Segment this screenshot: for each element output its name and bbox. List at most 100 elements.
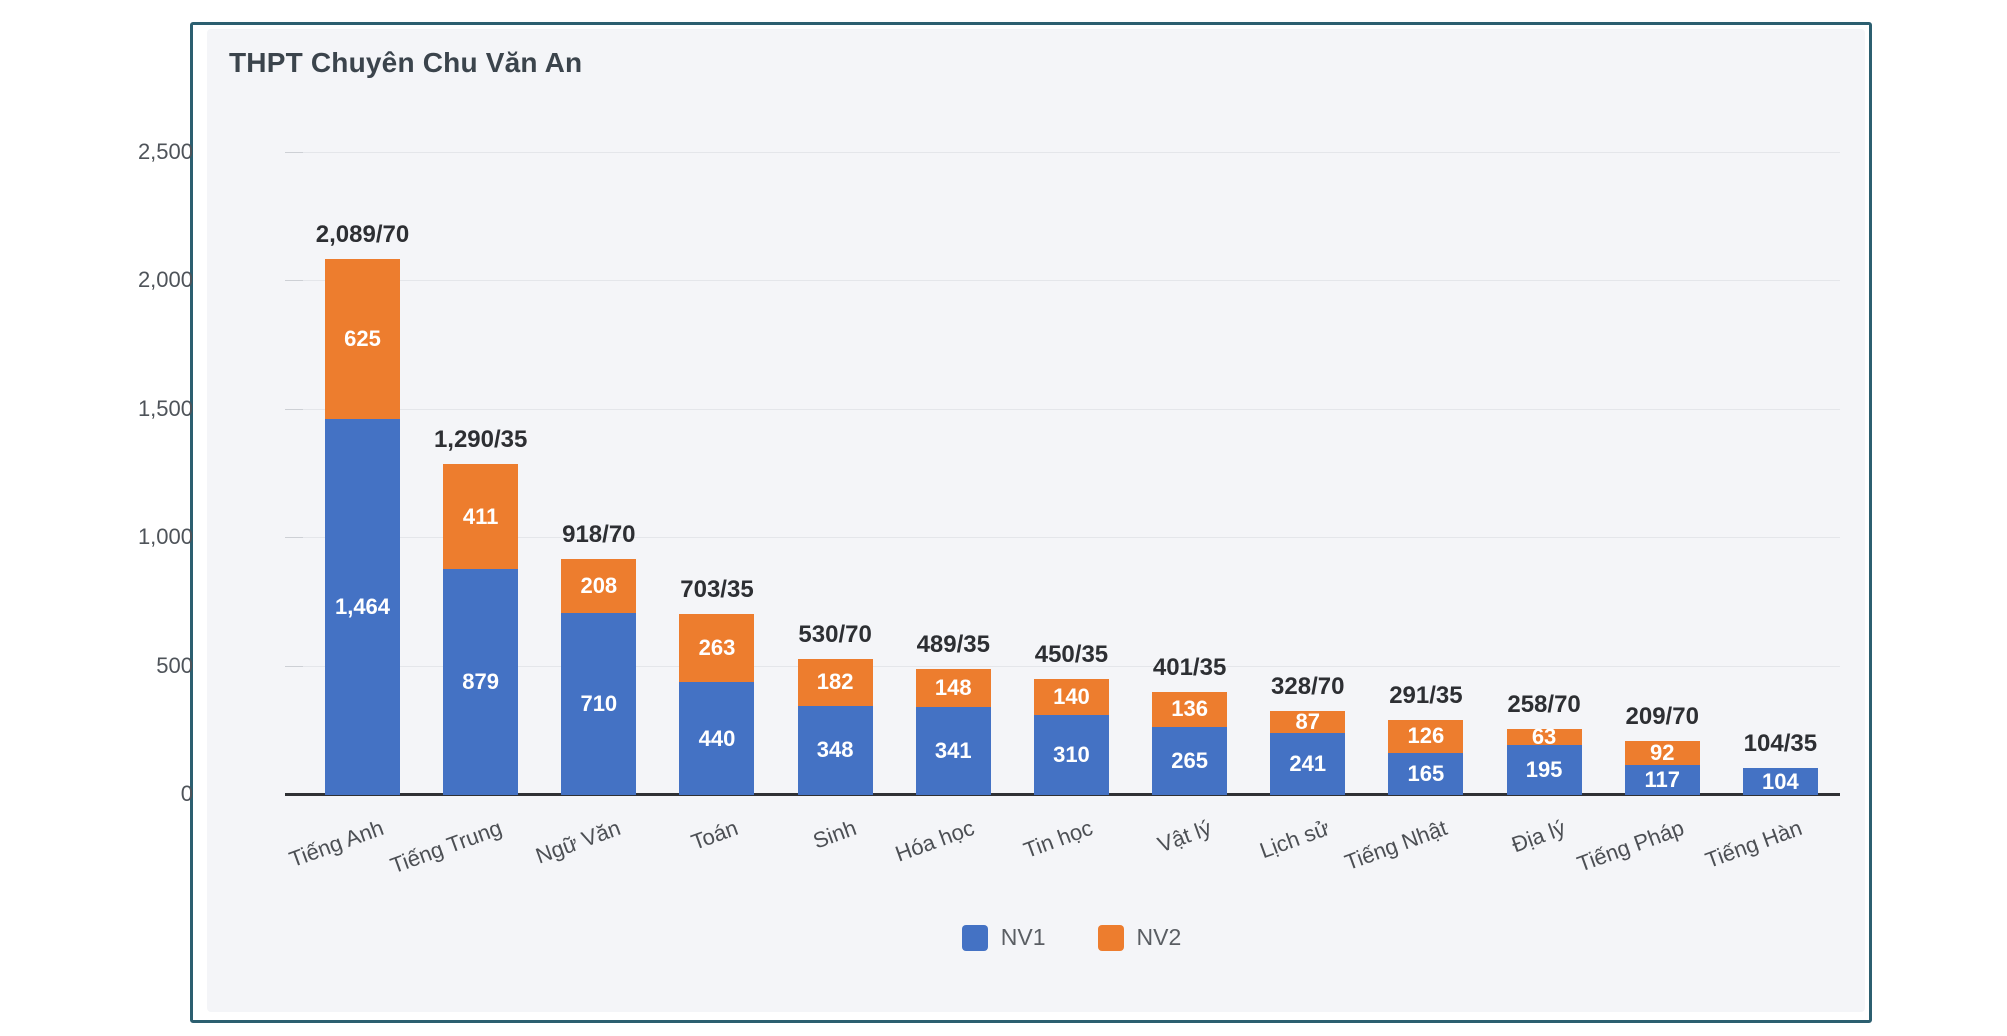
nv1-segment[interactable]: 241 bbox=[1270, 733, 1346, 795]
nv2-segment[interactable]: 87 bbox=[1270, 708, 1346, 734]
y-axis-tick-label: 1,000 bbox=[137, 524, 193, 550]
y-axis: 0 500 1,000 1,500 2,000 2,500 bbox=[97, 139, 197, 806]
legend-label-nv1: NV1 bbox=[1000, 924, 1046, 950]
nv2-value-label: 63 bbox=[1531, 723, 1557, 749]
bar-total-label: 2,089/70 bbox=[315, 220, 410, 248]
x-axis-tick-label: Hóa học bbox=[892, 815, 978, 867]
legend-item-nv1[interactable]: NV1 bbox=[961, 924, 1046, 951]
x-axis-tick: Địa lý bbox=[1507, 795, 1582, 905]
nv2-segment[interactable]: 136 bbox=[1152, 692, 1228, 727]
y-axis-tick-label: 2,000 bbox=[137, 267, 193, 293]
nv2-value-label: 87 bbox=[1295, 708, 1320, 734]
nv1-value-label: 710 bbox=[580, 690, 618, 716]
x-axis-tick-label: Tiếng Pháp bbox=[1573, 815, 1687, 877]
chart-card: THPT Chuyên Chu Văn An 0 500 1,000 1,500 2,0… bbox=[138, 22, 1872, 1023]
nv1-segment[interactable]: 348 bbox=[797, 705, 873, 795]
x-axis-tick-label: Sinh bbox=[809, 815, 860, 854]
bar-group: 209/70 92 117 bbox=[1624, 153, 1700, 795]
bar-group: 104/35 104 bbox=[1742, 153, 1818, 795]
bar-stack: 328/70 87 241 bbox=[1270, 673, 1346, 795]
nv2-value-label: 263 bbox=[698, 635, 736, 661]
nv1-segment[interactable]: 104 bbox=[1742, 768, 1818, 795]
x-axis-tick-label: Tiếng Nhật bbox=[1341, 815, 1451, 876]
bar-group: 258/70 63 195 bbox=[1506, 153, 1582, 795]
y-axis-tick-label: 2,500 bbox=[137, 139, 193, 164]
bar-total-label: 530/70 bbox=[798, 620, 872, 648]
x-axis-tick: Vật lý bbox=[1152, 795, 1227, 905]
bar-stack: 209/70 92 117 bbox=[1624, 703, 1700, 795]
x-axis-tick-label: Tiếng Hàn bbox=[1701, 815, 1805, 873]
nv1-segment[interactable]: 310 bbox=[1033, 715, 1109, 795]
nv1-value-label: 104 bbox=[1762, 768, 1799, 794]
x-axis-tick: Ngữ Văn bbox=[532, 795, 636, 905]
bar-group: 401/35 136 265 bbox=[1152, 153, 1228, 795]
bar-total-label: 104/35 bbox=[1743, 730, 1818, 758]
nv2-segment[interactable]: 411 bbox=[443, 463, 519, 570]
nv1-value-label: 165 bbox=[1407, 760, 1445, 786]
nv1-value-label: 310 bbox=[1053, 742, 1090, 768]
bar-stack: 401/35 136 265 bbox=[1152, 654, 1228, 795]
x-axis-tick-label: Toán bbox=[688, 815, 742, 855]
nv2-segment[interactable]: 182 bbox=[797, 658, 873, 706]
nv1-segment[interactable]: 195 bbox=[1506, 744, 1582, 795]
bar-group: 328/70 87 241 bbox=[1270, 153, 1346, 795]
x-axis-tick-label: Vật lý bbox=[1153, 815, 1215, 858]
nv2-segment[interactable]: 126 bbox=[1388, 720, 1464, 753]
x-axis-tick-label: Tiếng Anh bbox=[286, 815, 388, 873]
nv2-value-label: 148 bbox=[934, 675, 972, 701]
nv1-segment[interactable]: 341 bbox=[915, 707, 991, 795]
nv2-value-label: 182 bbox=[816, 669, 854, 695]
x-axis-tick: Tiếng Pháp bbox=[1573, 795, 1700, 905]
nv1-value-label: 1,464 bbox=[334, 594, 391, 620]
legend-item-nv2[interactable]: NV2 bbox=[1097, 924, 1181, 951]
nv1-segment[interactable]: 440 bbox=[679, 682, 755, 795]
nv2-value-label: 411 bbox=[462, 503, 499, 529]
x-axis-tick: Tiếng Hàn bbox=[1702, 795, 1818, 905]
nv1-segment[interactable]: 265 bbox=[1152, 726, 1228, 795]
nv1-value-label: 265 bbox=[1171, 747, 1208, 773]
bar-stack: 104/35 104 bbox=[1742, 730, 1818, 795]
bar-group: 703/35 263 440 bbox=[679, 153, 755, 795]
bar-group: 291/35 126 165 bbox=[1388, 153, 1464, 795]
bar-total-label: 703/35 bbox=[680, 576, 754, 604]
nv1-segment[interactable]: 117 bbox=[1624, 764, 1700, 795]
chart-panel: THPT Chuyên Chu Văn An 0 500 1,000 1,500 2,0… bbox=[138, 29, 1865, 1012]
nv1-segment[interactable]: 1,464 bbox=[325, 419, 400, 795]
y-axis-tick-label: 1,500 bbox=[137, 395, 193, 421]
gridline-1000 bbox=[285, 537, 1840, 539]
bar-total-label: 489/35 bbox=[916, 631, 990, 659]
nv2-value-label: 625 bbox=[344, 325, 381, 351]
bar-group: 1,290/35 411 879 bbox=[434, 153, 527, 795]
gridline-1500 bbox=[285, 408, 1840, 410]
bar-group: 450/35 140 310 bbox=[1033, 153, 1109, 795]
nv2-segment[interactable]: 208 bbox=[561, 559, 637, 613]
legend: NV1 NV2 bbox=[303, 924, 1840, 951]
x-axis-tick: Hóa học bbox=[892, 795, 991, 905]
bar-group: 530/70 182 348 bbox=[797, 153, 873, 795]
nv2-segment[interactable]: 92 bbox=[1624, 741, 1700, 765]
nv1-value-label: 341 bbox=[934, 738, 972, 764]
nv2-segment[interactable]: 148 bbox=[915, 669, 991, 708]
nv2-value-label: 140 bbox=[1053, 684, 1090, 710]
gridline-500 bbox=[285, 665, 1840, 667]
x-axis-tick: Tiếng Anh bbox=[286, 795, 400, 905]
bar-stack: 918/70 208 710 bbox=[561, 521, 637, 795]
nv1-value-label: 241 bbox=[1289, 751, 1327, 777]
nv1-segment[interactable]: 165 bbox=[1388, 752, 1464, 795]
nv1-segment[interactable]: 710 bbox=[561, 612, 637, 795]
nv2-segment[interactable]: 263 bbox=[679, 614, 755, 683]
x-axis-tick: Tiếng Trung bbox=[387, 795, 518, 905]
nv2-segment[interactable]: 63 bbox=[1506, 723, 1582, 749]
x-axis-tick: Tiếng Nhật bbox=[1342, 795, 1463, 905]
bar-stack: 1,290/35 411 879 bbox=[434, 426, 527, 795]
nv2-swatch-icon bbox=[1097, 924, 1124, 951]
x-axis-tick-label: Lịch sử bbox=[1255, 815, 1333, 864]
nv2-segment[interactable]: 625 bbox=[325, 258, 400, 420]
nv1-value-label: 879 bbox=[462, 669, 500, 695]
plot-area: 2,089/70 625 1,464 1,290/35 411 879 918/70 208 7… bbox=[285, 152, 1840, 878]
nv1-segment[interactable]: 879 bbox=[443, 569, 519, 795]
bar-group: 2,089/70 625 1,464 bbox=[316, 153, 409, 795]
nv2-segment[interactable]: 140 bbox=[1033, 679, 1109, 716]
x-axis-tick: Toán bbox=[679, 795, 754, 905]
bar-stack: 258/70 63 195 bbox=[1506, 691, 1582, 795]
